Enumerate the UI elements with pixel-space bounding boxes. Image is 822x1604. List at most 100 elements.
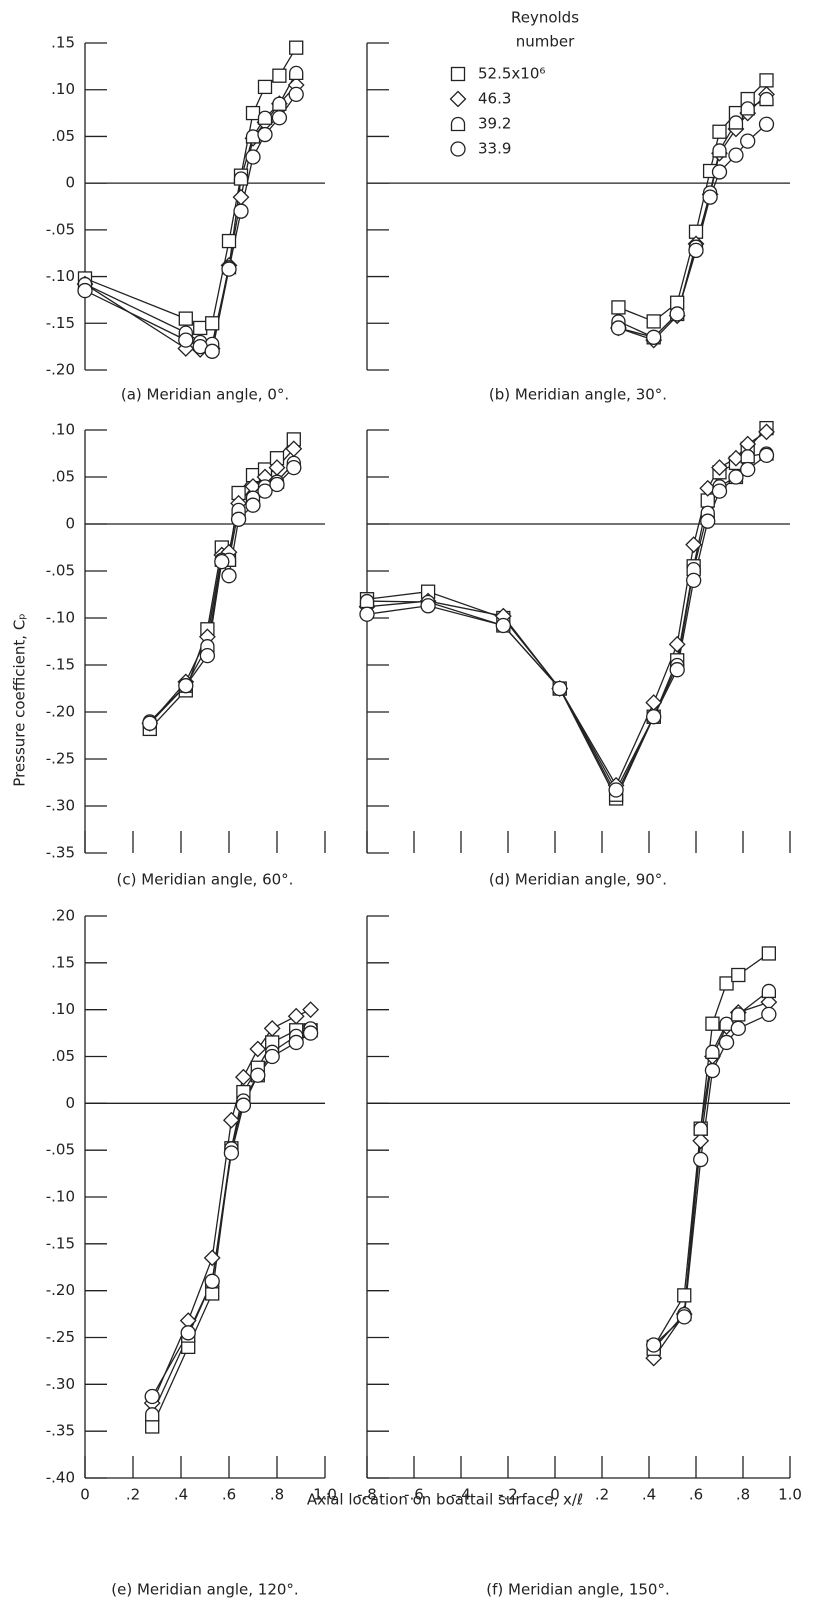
x-tick-label: 1.0: [313, 1486, 337, 1504]
data-point: [705, 1016, 720, 1031]
data-point: [758, 423, 775, 441]
data-point: [692, 1132, 710, 1150]
data-point: [222, 1111, 240, 1129]
data-point: [705, 1044, 720, 1059]
data-point: [728, 147, 744, 163]
data-point: [286, 459, 302, 476]
data-point: [302, 1001, 320, 1019]
y-tick-label: 0: [65, 174, 75, 192]
data-point: [711, 459, 728, 477]
y-tick-label: 0: [65, 515, 75, 533]
series-line: [151, 1029, 311, 1427]
data-point: [495, 617, 511, 634]
data-point: [693, 1121, 708, 1136]
data-point: [608, 782, 624, 798]
x-tick-label: -.2: [498, 1486, 518, 1504]
panel-caption: (d) Meridian angle, 90°.: [489, 871, 667, 889]
legend-marker: [450, 116, 466, 132]
data-point: [264, 1048, 280, 1065]
data-point: [178, 678, 194, 694]
y-tick-label: -.15: [46, 314, 75, 332]
series-line: [149, 467, 295, 724]
y-tick-label: -.30: [46, 1375, 75, 1393]
legend-title: number: [516, 33, 575, 51]
data-point: [712, 143, 727, 158]
legend-marker: [449, 90, 467, 108]
legend-label: 39.2: [478, 115, 511, 133]
data-point: [221, 233, 237, 249]
y-tick-label: -.05: [46, 220, 75, 238]
data-point: [233, 203, 249, 219]
x-tick-label: 1.0: [778, 1486, 802, 1504]
series-line: [653, 952, 770, 1348]
data-point: [250, 1067, 266, 1083]
x-tick-label: .4: [642, 1486, 656, 1504]
data-point: [193, 320, 208, 336]
y-tick-label: -.05: [46, 1141, 75, 1159]
data-point: [761, 983, 776, 999]
data-point: [761, 946, 776, 961]
y-tick-label: -.20: [46, 361, 75, 379]
data-point: [730, 1020, 746, 1037]
y-tick-label: -.25: [46, 1328, 75, 1346]
data-point: [230, 511, 247, 527]
y-tick-label: -.20: [46, 1281, 75, 1299]
data-point: [645, 694, 663, 712]
series-line: [151, 1009, 311, 1404]
x-tick-label: .8: [270, 1486, 284, 1504]
data-point: [611, 300, 626, 315]
data-point: [145, 1407, 160, 1422]
panel-caption: (c) Meridian angle, 60°.: [117, 871, 294, 889]
data-point: [740, 101, 755, 116]
y-tick-label: -.10: [46, 267, 75, 285]
data-point: [142, 715, 158, 731]
data-point: [740, 133, 756, 149]
data-point: [289, 40, 304, 55]
x-tick-label: 0: [80, 1486, 90, 1504]
data-point: [178, 332, 194, 348]
data-point: [235, 1097, 252, 1113]
data-point: [728, 469, 744, 485]
data-point: [271, 110, 288, 126]
data-point: [702, 189, 718, 205]
y-tick-label: .15: [51, 953, 75, 971]
y-tick-label: -.35: [46, 844, 75, 862]
y-tick-label: -.15: [46, 656, 75, 674]
series-line: [151, 1032, 311, 1397]
data-point: [718, 1034, 735, 1051]
data-point: [272, 96, 287, 111]
x-axis-label: Axial location on boattail surface, x/ℓ: [307, 1491, 583, 1509]
y-tick-label: -.20: [46, 703, 75, 721]
legend-label: 33.9: [478, 140, 511, 158]
data-point: [740, 449, 755, 464]
data-point: [269, 476, 285, 493]
data-point: [289, 65, 304, 81]
data-point: [221, 261, 237, 277]
x-tick-label: .2: [126, 1486, 140, 1504]
panel-caption: (f) Meridian angle, 150°.: [486, 1581, 669, 1599]
y-tick-label: -.15: [46, 1234, 75, 1252]
data-point: [677, 1288, 692, 1303]
y-tick-label: -.05: [46, 562, 75, 580]
data-point: [676, 1309, 692, 1325]
x-tick-label: .8: [736, 1486, 750, 1504]
panel-caption: (b) Meridian angle, 30°.: [489, 386, 667, 404]
data-point: [214, 553, 230, 570]
data-point: [686, 572, 702, 589]
x-tick-label: -.6: [404, 1486, 424, 1504]
data-point: [686, 561, 701, 577]
data-point: [144, 1388, 160, 1405]
data-point: [234, 1068, 252, 1086]
data-point: [145, 1419, 160, 1434]
y-tick-label: -.10: [46, 1188, 75, 1206]
y-tick-label: -.30: [46, 797, 75, 815]
data-point: [287, 1007, 305, 1025]
data-point: [203, 1249, 221, 1267]
data-point: [610, 320, 627, 336]
data-point: [223, 1145, 240, 1161]
data-point: [740, 461, 756, 478]
x-tick-label: .6: [222, 1486, 236, 1504]
data-point: [646, 1337, 662, 1353]
x-tick-label: .2: [595, 1486, 609, 1504]
y-tick-label: .05: [51, 468, 75, 486]
